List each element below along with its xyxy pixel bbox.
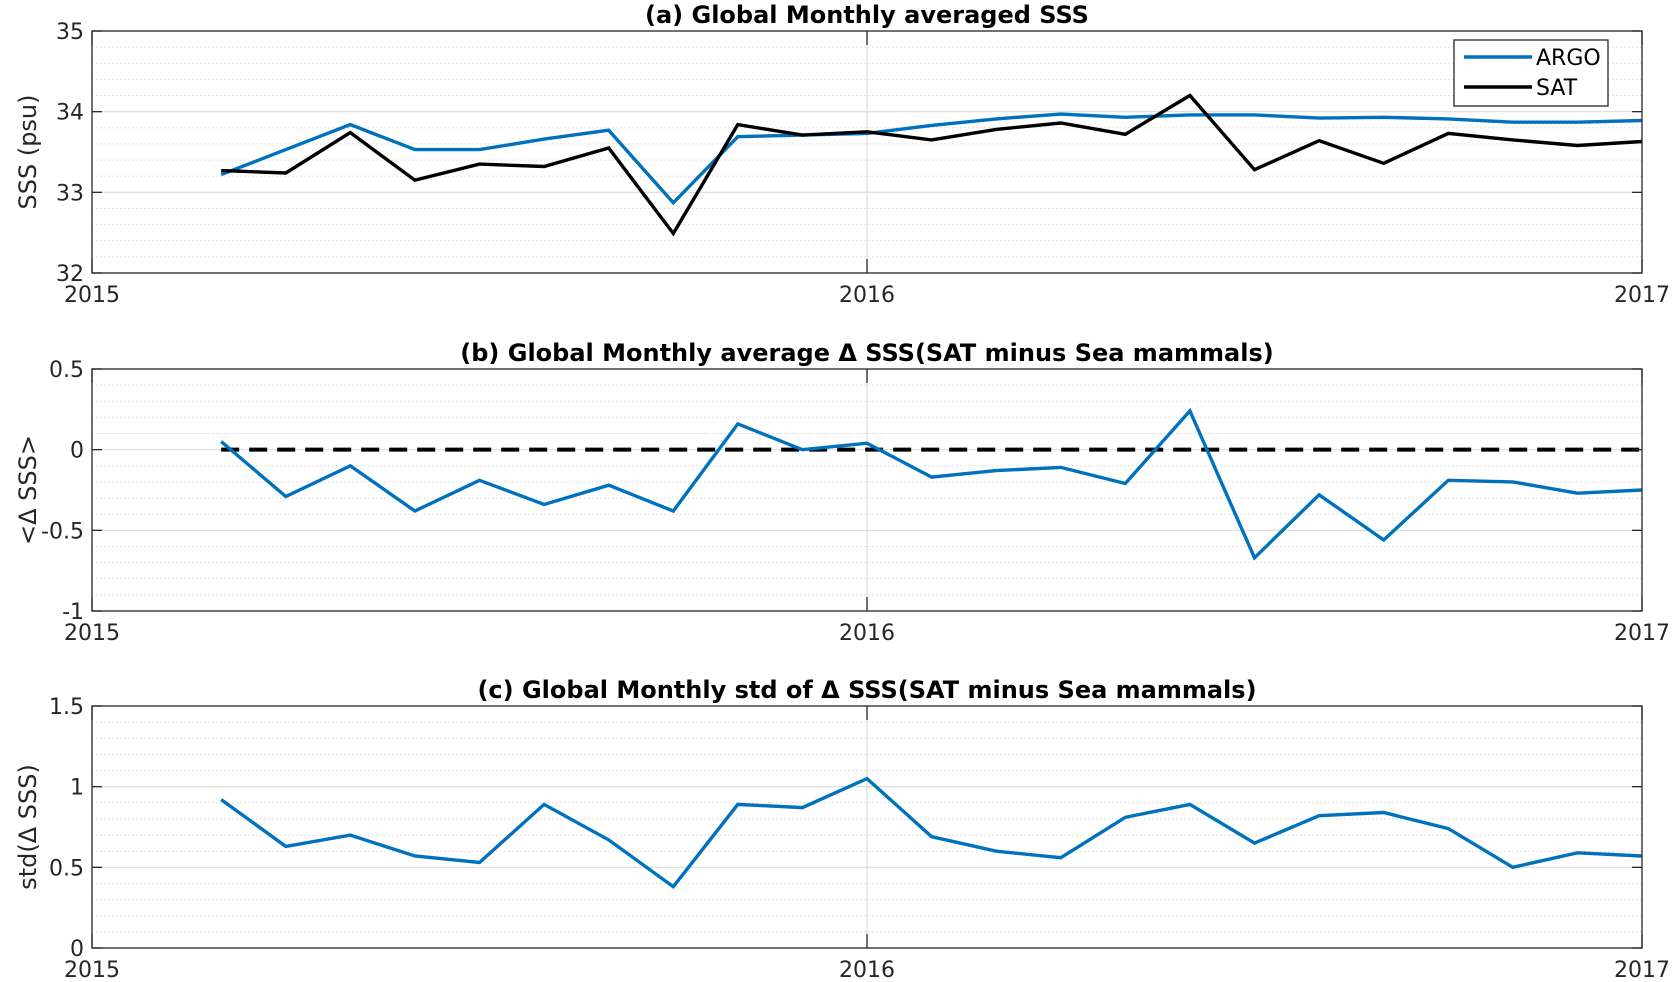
panel-b: -1 -0.5 0 0.5 2015 2016 2017 (b) Global Monthly… (14, 339, 1670, 646)
legend-label-sat: SAT (1536, 76, 1578, 101)
legend-box (1453, 39, 1609, 107)
panel-title: (b) Global Monthly average Δ SSS(SAT min… (460, 339, 1273, 367)
x-tick-label: 2017 (1614, 958, 1670, 982)
panel-a: 32 33 34 35 2015 2016 2017 (a) Global Monthly a… (14, 1, 1670, 308)
series-line-delta-sss (220, 776, 1643, 890)
y-axis-label: std(Δ SSS) (14, 764, 42, 890)
y-axis-label: SSS (psu) (14, 94, 42, 209)
series-line-argo (220, 112, 1643, 206)
y-tick-label: 0 (70, 937, 84, 962)
legend: ARGO SAT (1453, 39, 1609, 107)
y-tick-label: 33 (56, 181, 84, 206)
y-tick-label: -1 (62, 600, 84, 625)
y-tick-label: 0.5 (49, 358, 84, 383)
x-tick-label: 2017 (1614, 621, 1670, 646)
panel-title: (c) Global Monthly std of Δ SSS(SAT minu… (477, 676, 1256, 704)
x-tick-label: 2015 (64, 621, 120, 646)
panel-c: 0 0.5 1 1.5 2015 2016 2017 (c) Global Monthly s… (14, 676, 1670, 982)
x-tick-label: 2016 (839, 621, 895, 646)
y-tick-label: 35 (56, 20, 84, 45)
y-tick-label: 32 (56, 262, 84, 287)
y-tick-label: 34 (56, 101, 84, 126)
y-tick-label: 0.5 (49, 856, 84, 881)
x-tick-label: 2015 (64, 958, 120, 982)
x-tick-label: 2017 (1614, 283, 1670, 308)
panel-title: (a) Global Monthly averaged SSS (645, 1, 1089, 29)
x-tick-label: 2016 (839, 283, 895, 308)
series-line-delta-sss (220, 407, 1643, 561)
x-tick-label: 2016 (839, 958, 895, 982)
y-tick-label: 1 (70, 776, 84, 801)
y-tick-label: 1.5 (49, 695, 84, 720)
y-tick-label: 0 (70, 439, 84, 464)
legend-label-argo: ARGO (1536, 46, 1601, 71)
series-line-sat (221, 93, 1643, 237)
y-tick-label: -0.5 (41, 519, 84, 544)
x-tick-label: 2015 (64, 283, 120, 308)
y-axis-label: <Δ SSS> (14, 435, 42, 545)
